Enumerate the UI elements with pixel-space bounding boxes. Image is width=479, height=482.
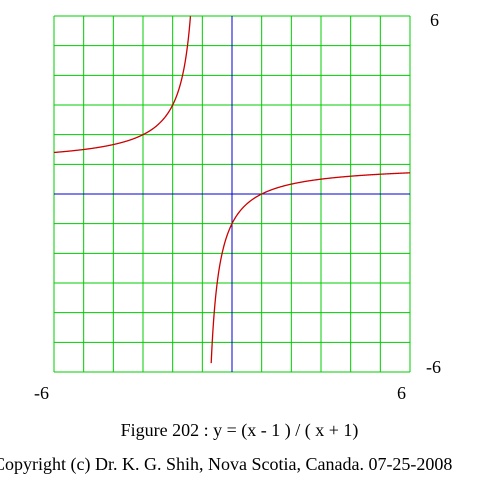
figure-caption: Figure 202 : y = (x - 1 ) / ( x + 1): [120, 420, 359, 440]
copyright-notice: Copyright (c) Dr. K. G. Shih, Nova Scoti…: [0, 454, 453, 474]
curve-branch-right: [210, 172, 411, 364]
y-min-label: -6: [426, 357, 441, 377]
y-max-label: 6: [430, 10, 439, 30]
x-max-label: 6: [397, 383, 406, 403]
x-min-label: -6: [34, 383, 49, 403]
axes: [54, 16, 410, 372]
curve-branch-left: [53, 16, 192, 154]
curve-group: [53, 16, 411, 364]
